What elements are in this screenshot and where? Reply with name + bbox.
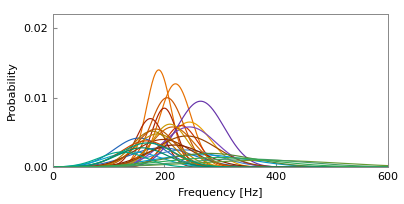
Y-axis label: Probability: Probability (7, 61, 17, 120)
X-axis label: Frequency [Hz]: Frequency [Hz] (178, 188, 263, 198)
